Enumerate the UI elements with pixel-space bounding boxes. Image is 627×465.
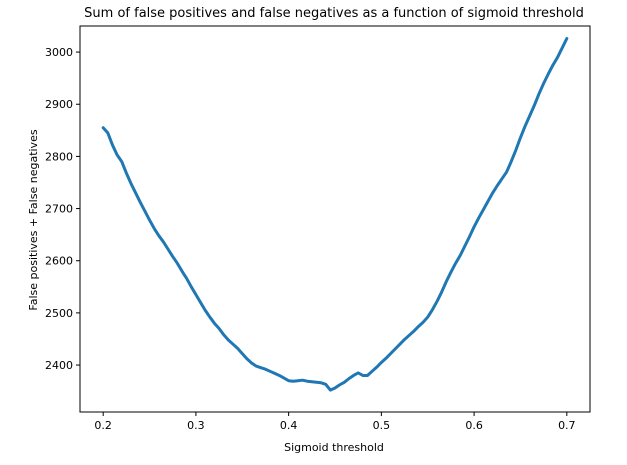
y-tick-label: 2600: [45, 255, 73, 268]
y-tick-label: 3000: [45, 46, 73, 59]
y-tick-label: 2400: [45, 359, 73, 372]
y-axis: 2400 2500 2600 2700 2800 2900 3000: [45, 46, 80, 372]
y-tick-label: 2700: [45, 203, 73, 216]
x-tick-label: 0.4: [280, 419, 298, 432]
y-tick-label: 2900: [45, 98, 73, 111]
y-tick-label: 2800: [45, 150, 73, 163]
x-axis: 0.2 0.3 0.4 0.5 0.6 0.7: [94, 412, 576, 432]
plot-area: [79, 25, 591, 413]
axes-frame: [79, 25, 591, 413]
x-tick-label: 0.5: [373, 419, 391, 432]
y-axis-label: False positives + False negatives: [27, 129, 40, 310]
x-tick-label: 0.3: [187, 419, 205, 432]
x-axis-label: Sigmoid threshold: [284, 441, 384, 454]
x-tick-label: 0.6: [465, 419, 483, 432]
x-tick-label: 0.7: [558, 419, 576, 432]
chart-title: Sum of false positives and false negativ…: [84, 6, 584, 21]
x-tick-label: 0.2: [94, 419, 112, 432]
series-line-0: [101, 37, 569, 392]
y-tick-label: 2500: [45, 307, 73, 320]
